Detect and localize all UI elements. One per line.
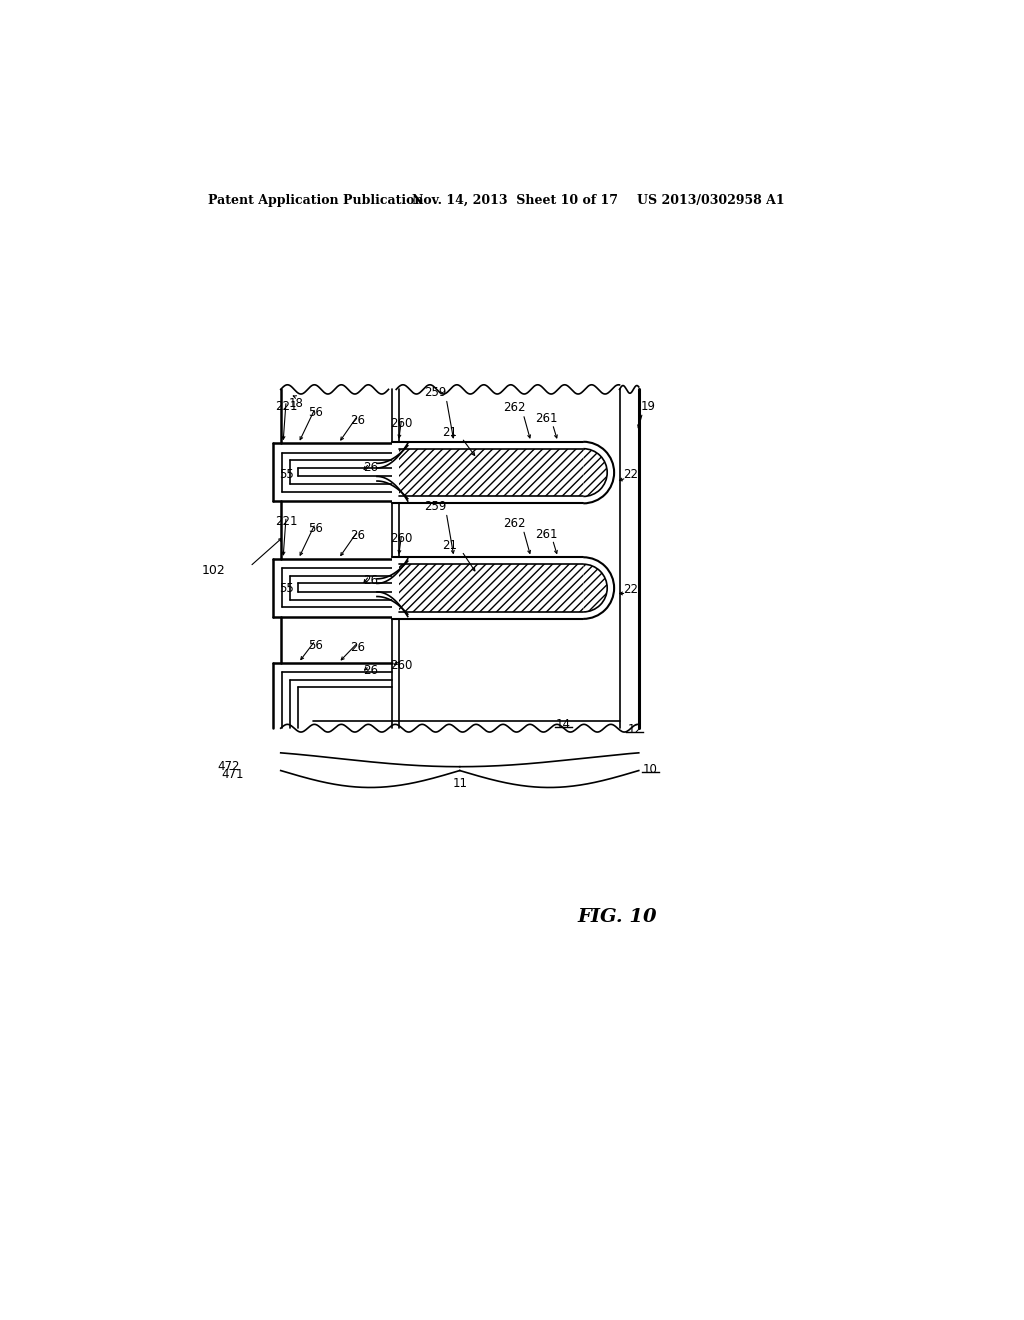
Bar (399, 564, 585, 612)
Text: Patent Application Publication: Patent Application Publication (208, 194, 423, 207)
Text: 21: 21 (442, 539, 458, 552)
Text: 55: 55 (279, 582, 294, 594)
Text: 221: 221 (274, 515, 297, 528)
Text: 18: 18 (289, 397, 303, 409)
Text: 19: 19 (640, 400, 655, 413)
Text: 21: 21 (442, 426, 458, 440)
Text: 26: 26 (364, 664, 378, 677)
Text: 56: 56 (308, 521, 323, 535)
Bar (392, 442, 585, 503)
Bar (392, 557, 585, 619)
Text: 260: 260 (390, 532, 413, 545)
Text: FIG. 10: FIG. 10 (578, 908, 656, 925)
Bar (399, 564, 584, 612)
Text: 22: 22 (624, 467, 639, 480)
Text: Nov. 14, 2013  Sheet 10 of 17: Nov. 14, 2013 Sheet 10 of 17 (412, 194, 617, 207)
Text: 221: 221 (274, 400, 297, 413)
Wedge shape (584, 557, 614, 619)
Text: 259: 259 (424, 385, 446, 399)
Text: 261: 261 (536, 528, 558, 541)
Text: 14: 14 (556, 718, 570, 731)
Text: US 2013/0302958 A1: US 2013/0302958 A1 (637, 194, 784, 207)
Text: 260: 260 (390, 417, 413, 430)
Text: 22: 22 (624, 583, 639, 597)
Wedge shape (584, 449, 607, 496)
Text: 56: 56 (308, 407, 323, 418)
Text: 26: 26 (350, 640, 366, 653)
Text: 56: 56 (308, 639, 323, 652)
Text: 102: 102 (202, 564, 225, 577)
Text: 26: 26 (350, 529, 366, 543)
Text: 260: 260 (390, 659, 413, 672)
Text: 471: 471 (222, 768, 244, 781)
Text: 10: 10 (643, 763, 657, 776)
Text: 26: 26 (364, 574, 378, 587)
Text: 262: 262 (503, 517, 525, 529)
Text: 55: 55 (279, 467, 294, 480)
Text: 11: 11 (453, 777, 468, 791)
Text: 262: 262 (503, 401, 525, 414)
Text: 12: 12 (628, 723, 642, 737)
Wedge shape (584, 564, 607, 612)
Text: 26: 26 (350, 413, 366, 426)
Wedge shape (584, 442, 614, 503)
Bar (281, 389, 639, 729)
Text: 259: 259 (424, 500, 446, 513)
Wedge shape (584, 564, 607, 612)
Bar (399, 449, 584, 496)
Text: 26: 26 (364, 462, 378, 474)
Text: 261: 261 (536, 412, 558, 425)
Wedge shape (584, 449, 607, 496)
Text: 472: 472 (218, 760, 241, 774)
Bar (399, 449, 585, 496)
